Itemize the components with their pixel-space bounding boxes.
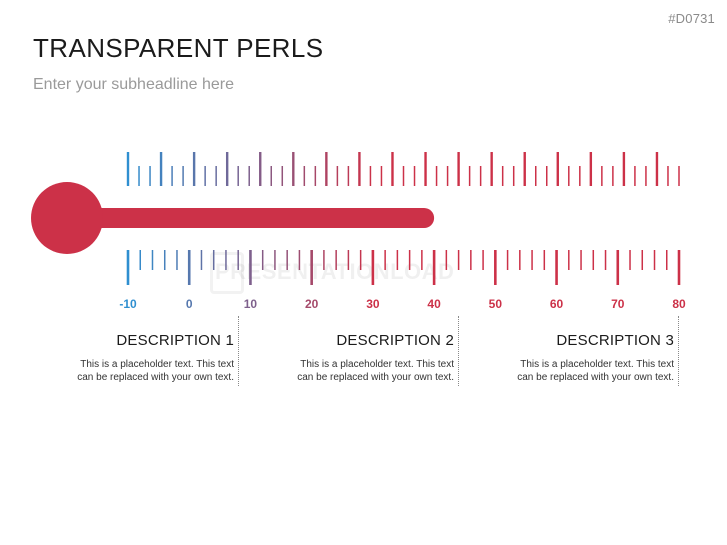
scale-label: 20 bbox=[305, 297, 319, 311]
thermometer-bar bbox=[60, 208, 435, 228]
description-1-text[interactable]: This is a placeholder text. This text ca… bbox=[34, 358, 234, 384]
scale-label: 0 bbox=[186, 297, 193, 311]
divider-1 bbox=[238, 316, 239, 386]
description-2-text[interactable]: This is a placeholder text. This text ca… bbox=[254, 358, 454, 384]
description-2: DESCRIPTION 2 This is a placeholder text… bbox=[254, 332, 454, 384]
description-3: DESCRIPTION 3 This is a placeholder text… bbox=[474, 332, 674, 384]
watermark-logo-icon bbox=[210, 252, 244, 294]
description-3-heading[interactable]: DESCRIPTION 3 bbox=[556, 332, 674, 349]
description-1-line2: can be replaced with your own text. bbox=[77, 372, 234, 383]
scale-label: 30 bbox=[366, 297, 380, 311]
description-1: DESCRIPTION 1 This is a placeholder text… bbox=[34, 332, 234, 384]
description-2-heading[interactable]: DESCRIPTION 2 bbox=[336, 332, 454, 349]
description-1-heading[interactable]: DESCRIPTION 1 bbox=[116, 332, 234, 349]
description-3-line2: can be replaced with your own text. bbox=[517, 372, 674, 383]
thermometer bbox=[31, 182, 435, 254]
bottom-tick-marks bbox=[126, 250, 681, 285]
slide-id: #D0731 bbox=[668, 11, 715, 26]
description-2-line1: This is a placeholder text. This text bbox=[300, 359, 454, 370]
description-1-line1: This is a placeholder text. This text bbox=[80, 359, 234, 370]
scale-label: 80 bbox=[672, 297, 686, 311]
description-2-line2: can be replaced with your own text. bbox=[297, 372, 454, 383]
scale-labels: -10 0 10 20 30 40 50 60 70 80 bbox=[119, 297, 686, 311]
page-title[interactable]: TRANSPARENT PERLS bbox=[33, 33, 324, 63]
description-3-text[interactable]: This is a placeholder text. This text ca… bbox=[474, 358, 674, 384]
watermark: PRESENTATIONLOAD bbox=[215, 259, 455, 284]
thermometer-bulb bbox=[31, 182, 103, 254]
scale-label: 10 bbox=[244, 297, 258, 311]
divider-2 bbox=[458, 316, 459, 386]
description-3-line1: This is a placeholder text. This text bbox=[520, 359, 674, 370]
scale-label: 60 bbox=[550, 297, 564, 311]
scale-label: 40 bbox=[427, 297, 441, 311]
top-tick-marks bbox=[126, 152, 680, 186]
scale-label: 70 bbox=[611, 297, 625, 311]
page-subtitle[interactable]: Enter your subheadline here bbox=[33, 76, 235, 93]
scale-label: 50 bbox=[489, 297, 503, 311]
scale-label: -10 bbox=[119, 297, 137, 311]
divider-3 bbox=[678, 316, 679, 386]
